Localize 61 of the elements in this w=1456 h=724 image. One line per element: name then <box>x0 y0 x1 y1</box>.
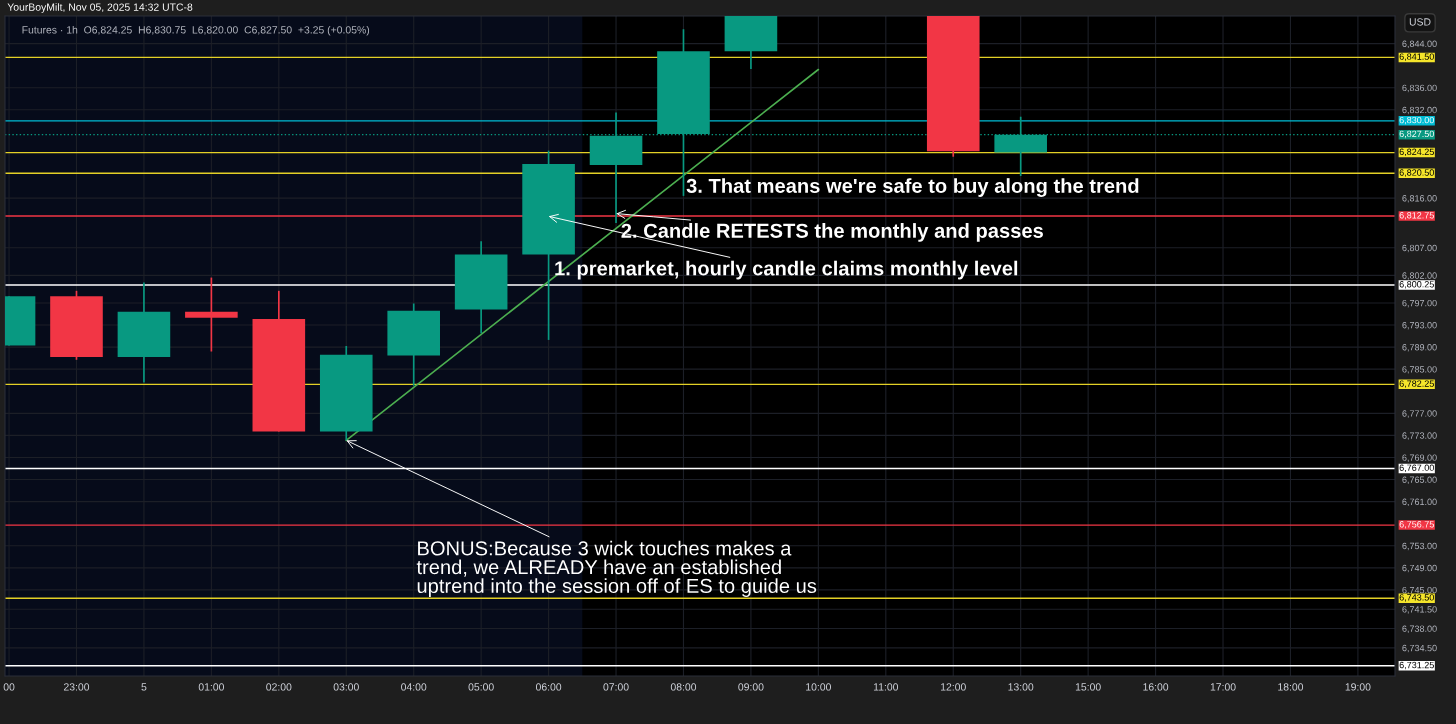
x-tick-label: 01:00 <box>198 683 224 691</box>
x-tick-label: 04:00 <box>401 683 427 691</box>
x-tick-label: 5 <box>141 683 147 691</box>
y-tick-label: 6,785.00 <box>1402 366 1437 374</box>
ref-line-label: 6,756.75 <box>1399 521 1434 529</box>
annotation: BONUS:Because 3 wick touches makes a trend, we ALREADY have an established uptrend into the session off of ES to guide us <box>416 540 817 598</box>
y-tick-label: 6,749.00 <box>1402 564 1437 573</box>
ref-line-label: 6,731.25 <box>1399 661 1434 670</box>
y-tick-label: 6,734.50 <box>1402 644 1437 653</box>
y-tick-label: 6,832.00 <box>1402 106 1437 115</box>
x-tick-label: 02:00 <box>266 683 292 691</box>
y-tick-label: 6,807.00 <box>1402 244 1437 253</box>
x-tick-label: 15:00 <box>1075 683 1101 691</box>
ref-line-label: 6,812.75 <box>1399 212 1434 220</box>
text: Futures · 1h O6,824.25 H6,830.75 L6,820.00 C6,827.50 +3.25 (+0.05%) <box>22 25 370 36</box>
x-tick-label: 19:00 <box>1345 683 1371 691</box>
x-tick-label: 13:00 <box>1008 683 1034 691</box>
ref-line-label: 6,827.50 <box>1399 130 1434 139</box>
y-axis-title: USD <box>1409 18 1431 26</box>
ref-line-label: 6,820.50 <box>1399 169 1434 177</box>
x-tick-label: 03:00 <box>333 683 359 691</box>
x-tick-label: 10:00 <box>806 683 831 691</box>
ref-line-label: 6,767.00 <box>1399 464 1434 472</box>
y-tick-label: 6,769.00 <box>1402 454 1437 462</box>
y-tick-label: 6,773.00 <box>1402 432 1437 440</box>
ref-line-label: 6,824.25 <box>1399 148 1434 157</box>
y-tick-label: 6,789.00 <box>1402 344 1437 352</box>
x-tick-label: 18:00 <box>1278 683 1304 691</box>
annotation: 3. That means we're safe to buy along the trend <box>686 178 1139 198</box>
x-tick-label: 09:00 <box>738 683 764 691</box>
x-tick-label: 06:00 <box>535 683 562 691</box>
x-tick-label: 16:00 <box>1143 683 1169 691</box>
ref-line-label: 6,830.00 <box>1399 116 1434 125</box>
y-tick-label: 6,816.00 <box>1402 195 1437 203</box>
y-tick-label: 6,797.00 <box>1402 299 1437 308</box>
annotation: 2. Candle RETESTS the monthly and passes <box>621 223 1043 242</box>
y-tick-label: 6,777.00 <box>1402 410 1437 418</box>
y-tick-label: 6,802.00 <box>1402 272 1437 280</box>
y-tick-label: 6,765.00 <box>1402 476 1437 484</box>
x-tick-label: 12:00 <box>941 683 966 691</box>
y-tick-label: 6,741.50 <box>1402 606 1437 614</box>
y-tick-label: 6,745.00 <box>1402 586 1437 595</box>
y-tick-label: 6,844.00 <box>1402 40 1437 49</box>
x-tick-label: 07:00 <box>603 683 629 691</box>
candlestick <box>185 276 238 353</box>
ref-line-label: 6,743.50 <box>1399 594 1434 602</box>
x-tick-label: 17:00 <box>1210 683 1236 691</box>
y-tick-label: 6,761.00 <box>1402 498 1437 507</box>
x-tick-label: 00 <box>3 683 15 691</box>
y-tick-label: 6,753.00 <box>1402 542 1437 551</box>
x-tick-label: 05:00 <box>468 683 494 691</box>
chart-title: YourBoyMilt, Nov 05, 2025 14:32 UTC-8 <box>7 3 193 13</box>
ref-line-label: 6,800.25 <box>1399 281 1434 289</box>
y-tick-label: 6,738.00 <box>1402 625 1437 633</box>
x-tick-label: 23:00 <box>63 683 90 691</box>
x-tick-label: 11:00 <box>873 683 899 691</box>
y-tick-label: 6,793.00 <box>1402 322 1437 330</box>
ref-line-label: 6,841.50 <box>1399 53 1434 61</box>
y-tick-label: 6,836.00 <box>1402 84 1437 93</box>
ref-line-label: 6,782.25 <box>1399 380 1434 388</box>
x-tick-label: 08:00 <box>670 683 697 691</box>
